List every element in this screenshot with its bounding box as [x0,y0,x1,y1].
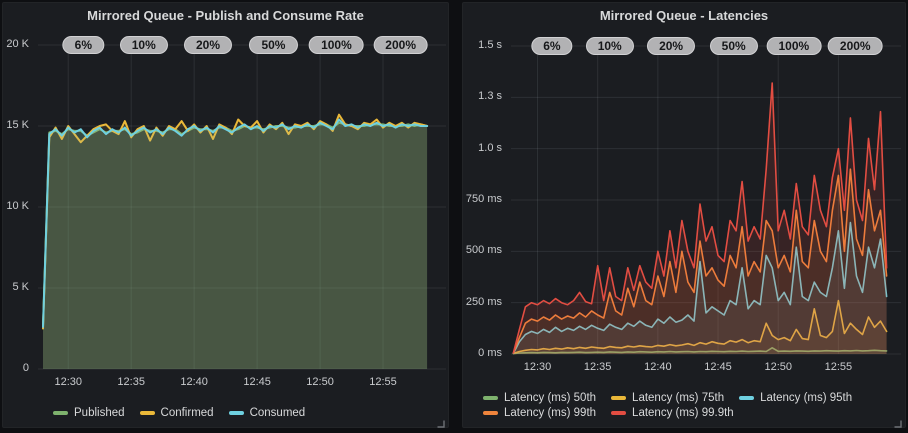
legend-color-marker [483,396,498,400]
x-axis-tick-label: 12:45 [243,376,271,388]
legend-item-published[interactable]: Published [53,407,125,419]
legend-color-marker [53,411,68,415]
legend-color-marker [483,411,498,415]
legend-color-marker [611,396,627,400]
legend-label: Latency (ms) 75th [632,392,725,404]
legend-item-latency-ms-95th[interactable]: Latency (ms) 95th [739,392,852,404]
series-area-published [43,122,428,369]
annotation-pill[interactable]: 6% [62,36,104,54]
annotation-pill[interactable]: 200% [827,37,883,55]
series-area-latency-ms-95th [513,222,887,354]
legend-publish-consume-rate: Published Confirmed Consumed [53,407,433,419]
y-axis-tick-label: 1.5 s [478,39,502,51]
x-axis-tick-label: 12:50 [764,361,792,373]
series-line-latency-ms-99-9th [512,82,888,354]
annotation-pill[interactable]: 10% [119,36,168,54]
legend-label: Latency (ms) 50th [504,392,597,404]
series-area-latency-ms-99-9th [513,83,887,354]
legend-color-marker [228,411,244,415]
x-axis-tick-label: 12:50 [306,376,334,388]
panel-resize-handle[interactable] [893,415,902,428]
annotation-pill[interactable]: 200% [373,36,429,54]
series-line-latency-ms-75th [512,299,888,355]
legend-latencies: Latency (ms) 50th Latency (ms) 75th Latenc… [483,392,908,419]
x-axis-tick-label: 12:40 [644,361,672,373]
gridlines [511,45,901,355]
legend-label: Latency (ms) 99.9th [632,407,734,419]
y-axis-tick-label: 1.0 s [478,141,502,154]
panel-title-publish-consume-rate[interactable]: Mirrored Queue - Publish and Consume Rat… [87,8,364,23]
y-axis-tick-label: 250 ms [465,295,502,308]
gridlines [38,44,446,370]
x-axis-tick-label: 12:30 [523,361,552,373]
x-axis-tick-label: 12:30 [54,376,82,388]
annotation-pill[interactable]: 20% [183,36,233,54]
y-axis-tick-label: 10 K [6,200,29,212]
x-axis-tick-label: 12:35 [583,361,612,373]
chart-canvas[interactable] [3,3,450,429]
legend-label: Confirmed [160,407,214,419]
series-area-confirmed [43,114,428,369]
y-axis-tick-label: 500 ms [465,244,502,257]
x-axis-tick-label: 12:55 [369,376,397,388]
legend-item-latency-ms-99-9th[interactable]: Latency (ms) 99.9th [611,407,734,419]
y-axis-tick-label: 0 ms [478,347,502,359]
y-axis-tick-label: 750 ms [465,193,502,205]
resize-corner-icon [437,420,445,428]
y-axis-tick-label: 0 [22,362,29,374]
x-axis-tick-label: 12:40 [180,376,208,388]
y-axis-tick-label: 1.3 s [478,90,502,103]
panel-title-latencies[interactable]: Mirrored Queue - Latencies [599,8,769,23]
x-axis-tick-label: 12:55 [824,361,853,373]
legend-label: Consumed [249,407,306,419]
chart-latencies: 0 ms 250 ms 500 ms 750 ms 1.0 s 1.3 s 1.5 s 12:… [463,3,905,427]
panel-publish-consume-rate: Mirrored Queue - Publish and Consume Rat… [2,2,449,428]
legend-item-consumed[interactable]: Consumed [228,407,306,419]
legend-label: Latency (ms) 99th [504,407,597,419]
annotation-pill[interactable]: 50% [709,37,758,55]
chart-canvas[interactable] [463,3,907,429]
annotation-pill[interactable]: 100% [309,36,364,54]
legend-item-latency-ms-50th[interactable]: Latency (ms) 50th [483,392,596,404]
x-axis-tick-label: 12:35 [117,376,145,388]
series-area-consumed [43,119,428,369]
series-area-latency-ms-75th [513,300,887,354]
annotation-pill[interactable]: 20% [647,37,696,55]
legend-item-latency-ms-99th[interactable]: Latency (ms) 99th [483,407,596,419]
y-axis-tick-label: 15 K [6,119,29,131]
series-line-consumed [42,118,429,328]
series-line-latency-ms-50th [512,347,888,355]
legend-item-latency-ms-75th[interactable]: Latency (ms) 75th [611,392,724,404]
panel-latencies: Mirrored Queue - Latencies 0 ms 250 ms 500… [462,2,906,428]
legend-color-marker [139,411,155,415]
legend-color-marker [739,396,755,400]
series-line-latency-ms-99th [512,168,888,354]
y-axis-tick-label: 20 K [6,38,29,50]
x-axis-tick-label: 12:45 [704,361,732,373]
legend-label: Latency (ms) 95th [760,392,853,404]
series-line-latency-ms-95th [512,221,888,354]
y-axis-tick-label: 5 K [12,281,29,293]
chart-publish-consume-rate: 0 5 K 10 K 15 K 20 K 12:30 12:35 12:40 12:45 12:5… [3,3,448,427]
panel-resize-handle[interactable] [436,415,445,428]
legend-item-confirmed[interactable]: Confirmed [139,407,214,419]
legend-color-marker [611,411,627,415]
annotation-pill[interactable]: 10% [585,37,634,55]
annotation-pill[interactable]: 100% [766,37,822,55]
legend-label: Published [74,407,125,419]
resize-corner-icon [894,420,902,428]
annotation-pill[interactable]: 6% [531,37,573,55]
annotation-pill[interactable]: 50% [249,36,298,54]
